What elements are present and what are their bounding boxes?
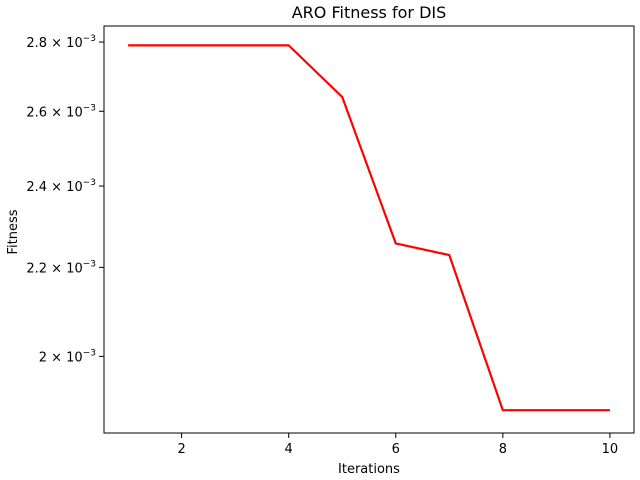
x-tick-label: 6: [392, 442, 400, 457]
y-axis-label: Fitness: [6, 209, 21, 254]
y-tick-label: 2.4 × 10−3: [26, 178, 96, 195]
series-line: [128, 44, 610, 412]
x-tick-label: 10: [602, 442, 619, 457]
x-tick-label: 8: [499, 442, 507, 457]
chart-title: ARO Fitness for DIS: [292, 3, 447, 22]
y-tick-label: 2 × 10−3: [39, 348, 96, 365]
x-tick-label: 2: [177, 442, 185, 457]
plot-frame: [103, 25, 635, 434]
y-tick-label: 2.6 × 10−3: [26, 103, 96, 120]
y-axis: 2 × 10−3 2.2 × 10−3 2.4 × 10−3 2.6 × 10−3 2.…: [26, 34, 104, 365]
x-axis: 2 4 6 8 10: [177, 433, 618, 457]
y-tick-label: 2.2 × 10−3: [26, 259, 96, 276]
y-tick-label: 2.8 × 10−3: [26, 34, 96, 51]
x-tick-label: 4: [285, 442, 293, 457]
series-layer: [128, 44, 610, 412]
x-axis-label: Iterations: [338, 462, 400, 477]
